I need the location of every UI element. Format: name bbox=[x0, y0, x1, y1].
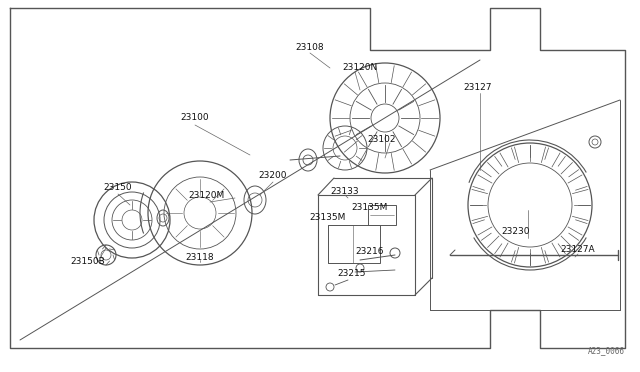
Text: 23216: 23216 bbox=[356, 247, 384, 257]
Text: 23108: 23108 bbox=[296, 44, 324, 52]
Text: 23127A: 23127A bbox=[561, 246, 595, 254]
Text: 23200: 23200 bbox=[259, 171, 287, 180]
Text: 23215: 23215 bbox=[338, 269, 366, 279]
Text: 23135M: 23135M bbox=[352, 203, 388, 212]
Text: 23120M: 23120M bbox=[188, 192, 224, 201]
Text: 23230: 23230 bbox=[502, 228, 531, 237]
Text: A23_0066: A23_0066 bbox=[588, 346, 625, 355]
Bar bbox=[328, 225, 380, 263]
Text: 23102: 23102 bbox=[368, 135, 396, 144]
Bar bbox=[368, 205, 396, 225]
Text: 23100: 23100 bbox=[180, 113, 209, 122]
Text: 23133: 23133 bbox=[331, 187, 359, 196]
Text: 23150: 23150 bbox=[104, 183, 132, 192]
Text: 23150B: 23150B bbox=[70, 257, 106, 266]
Text: 23135M: 23135M bbox=[310, 214, 346, 222]
Bar bbox=[328, 225, 353, 263]
Text: 23127: 23127 bbox=[464, 83, 492, 93]
Text: 23120N: 23120N bbox=[342, 64, 377, 73]
Text: 23118: 23118 bbox=[186, 253, 214, 263]
